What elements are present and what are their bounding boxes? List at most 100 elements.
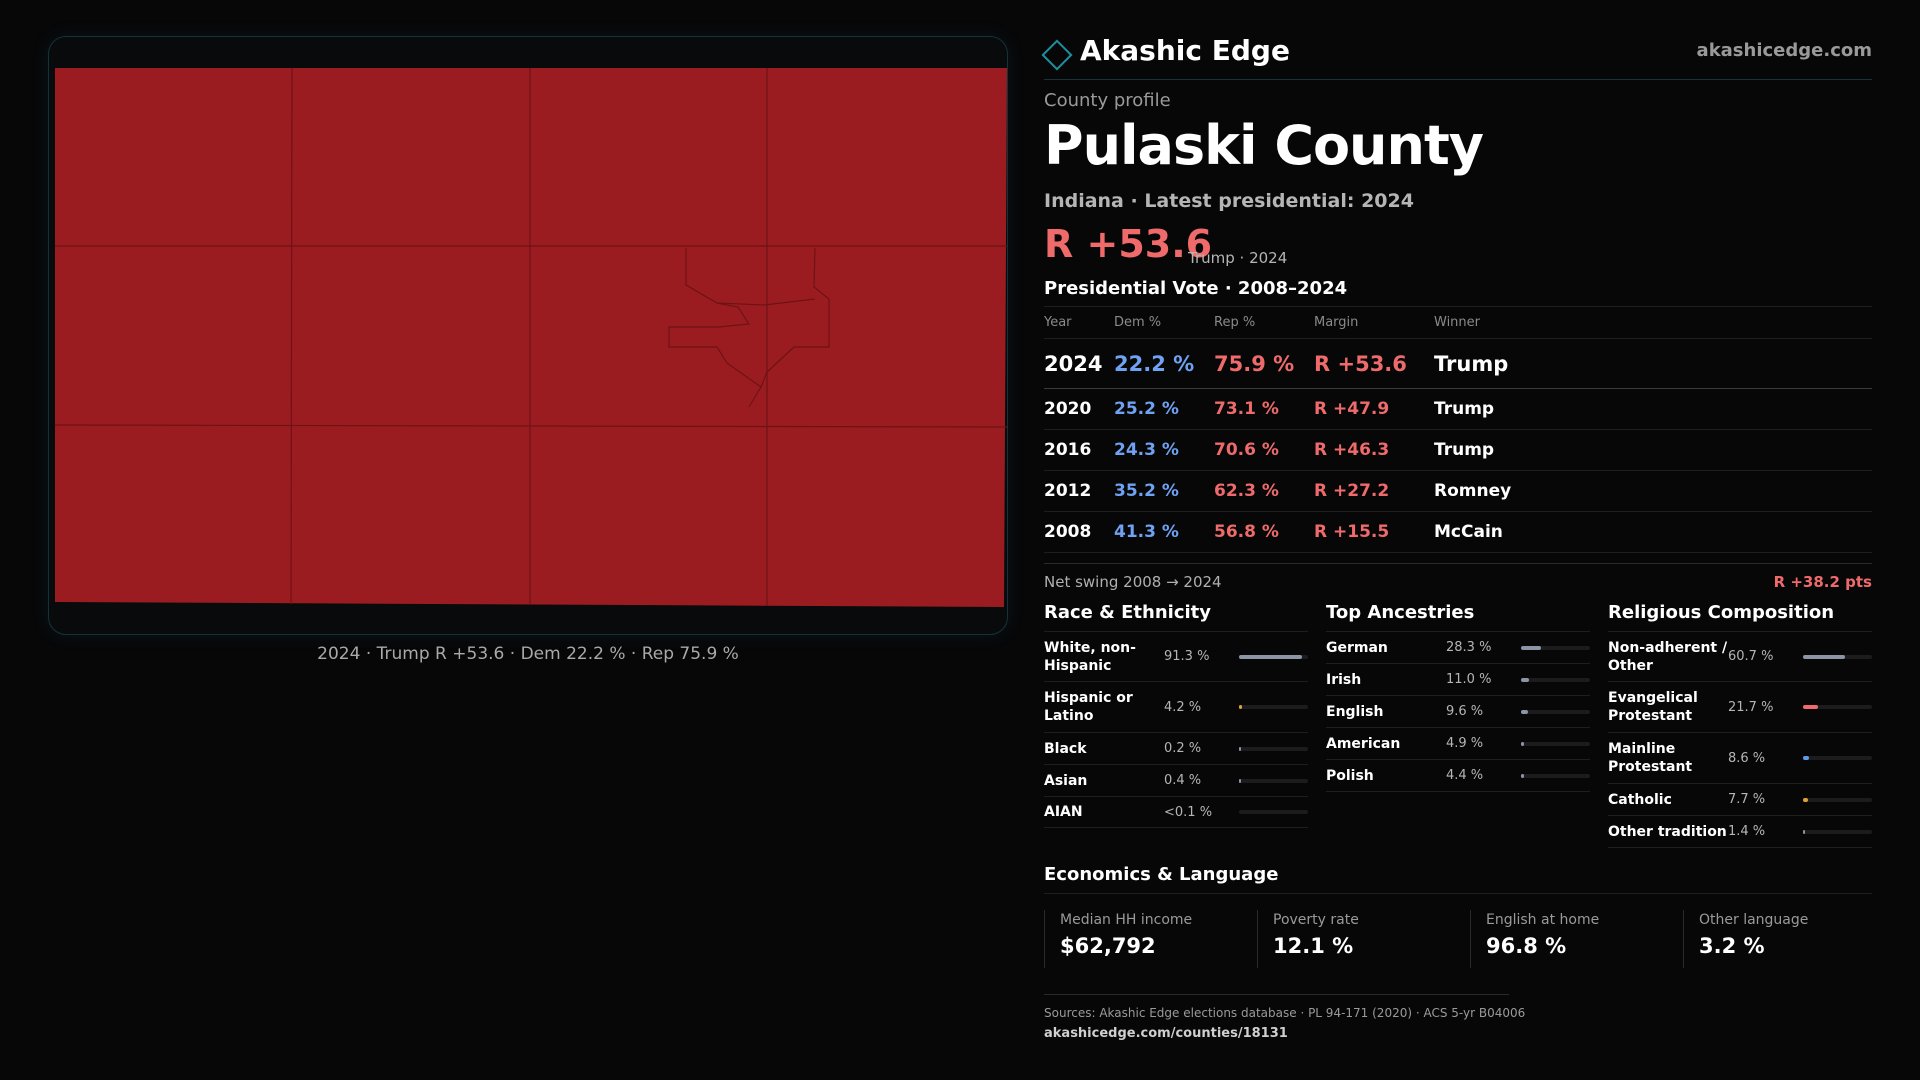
stat-value: 11.0 % [1446,672,1492,687]
stat-bar [1239,778,1308,783]
stat-label: German [1326,639,1388,656]
stat-row: American 4.9 % [1326,728,1590,760]
stat-value: 4.4 % [1446,768,1484,783]
year-cell: 2020 [1044,388,1114,430]
stat-row: Catholic 7.7 % [1608,784,1872,816]
footer-url[interactable]: akashicedge.com/counties/18131 [1044,1026,1288,1041]
econ-value: 3.2 % [1699,934,1765,958]
winner-cell: Trump [1434,388,1872,430]
stat-bar [1521,677,1590,682]
header-year: Year [1044,306,1114,339]
stat-label: Catholic [1608,791,1672,808]
stat-bar-fill [1521,677,1529,682]
stat-value: 9.6 % [1446,704,1484,719]
stat-bar [1803,797,1872,802]
race-ethnicity-section: Race & Ethnicity White, non-Hispanic 91.… [1044,600,1308,828]
margin-cell: R +46.3 [1314,429,1434,471]
econ-label: English at home [1486,912,1600,928]
winner-cell: Romney [1434,470,1872,512]
headline-note: Trump · 2024 [1188,249,1288,267]
header-winner: Winner [1434,306,1872,339]
stat-bar [1239,746,1308,751]
stat-row: Asian 0.4 % [1044,765,1308,797]
rep-cell: 56.8 % [1214,511,1314,553]
header-margin: Margin [1314,306,1434,339]
stat-label: Other tradition [1608,823,1727,840]
diamond-logo-icon [1041,39,1073,71]
stat-value: 28.3 % [1446,640,1492,655]
county-profile-panel: Akashic Edge akashicedge.com County prof… [1041,0,1873,1080]
stat-bar [1803,654,1872,659]
footer-sources: Sources: Akashic Edge elections database… [1044,1006,1526,1020]
stat-row: Non-adherent / Other 60.7 % [1608,632,1872,682]
stat-bar-fill [1239,746,1241,751]
race-section-title: Race & Ethnicity [1044,600,1308,632]
map-caption: 2024 · Trump R +53.6 · Dem 22.2 % · Rep … [317,644,739,664]
stat-value: 1.4 % [1728,824,1766,839]
county-map[interactable] [48,36,1008,635]
stat-value: 4.2 % [1164,699,1202,715]
margin-cell: R +47.9 [1314,388,1434,430]
stat-value: 21.7 % [1728,699,1774,715]
brand-url[interactable]: akashicedge.com [1696,40,1872,61]
economics-section-title: Economics & Language [1044,864,1279,885]
stat-bar-fill [1239,654,1302,659]
stat-bar [1239,705,1308,709]
econ-value: $62,792 [1060,934,1156,958]
page-title: Pulaski County [1044,114,1484,177]
vote-table-title: Presidential Vote · 2008–2024 [1044,278,1348,299]
stat-row: AIAN <0.1 % [1044,797,1308,828]
stat-row: Irish 11.0 % [1326,664,1590,696]
winner-cell: Trump [1434,338,1872,389]
stat-bar [1239,810,1308,814]
margin-cell: R +15.5 [1314,511,1434,553]
econ-label: Poverty rate [1273,912,1359,928]
ancestries-section: Top Ancestries German 28.3 % Irish 11.0 … [1326,600,1590,792]
table-row: 2008 41.3 % 56.8 % R +15.5 McCain [1044,511,1872,553]
stat-bar-fill [1803,705,1818,709]
table-row: 2024 22.2 % 75.9 % R +53.6 Trump [1044,338,1872,389]
religion-section-title: Religious Composition [1608,600,1872,632]
stat-row: Evangelical Protestant 21.7 % [1608,682,1872,733]
header-dem: Dem % [1114,306,1214,339]
rep-cell: 73.1 % [1214,388,1314,430]
year-cell: 2016 [1044,429,1114,471]
econ-card-poverty: Poverty rate 12.1 % [1257,910,1447,968]
stat-row: White, non-Hispanic 91.3 % [1044,632,1308,682]
divider [1044,994,1509,995]
brand-name[interactable]: Akashic Edge [1080,34,1290,67]
stat-bar-fill [1803,654,1845,659]
divider [1044,893,1872,894]
table-row: 2016 24.3 % 70.6 % R +46.3 Trump [1044,429,1872,471]
county-shape [55,68,1007,607]
table-header-row: Year Dem % Rep % Margin Winner [1044,306,1872,339]
dem-cell: 24.3 % [1114,429,1214,471]
dem-cell: 25.2 % [1114,388,1214,430]
margin-cell: R +53.6 [1314,338,1434,389]
stat-row: Black 0.2 % [1044,733,1308,765]
stat-value: 4.9 % [1446,736,1484,751]
dem-cell: 22.2 % [1114,338,1214,389]
stat-bar-fill [1803,756,1809,760]
stat-label: Asian [1044,772,1088,789]
stat-bar-fill [1803,797,1809,802]
stat-row: Other tradition 1.4 % [1608,816,1872,848]
stat-label: Non-adherent / Other [1608,639,1728,674]
year-cell: 2008 [1044,511,1114,553]
stat-row: English 9.6 % [1326,696,1590,728]
stat-label: Irish [1326,671,1362,688]
stat-value: <0.1 % [1164,804,1213,820]
stat-row: Hispanic or Latino 4.2 % [1044,682,1308,733]
stat-bar [1521,773,1590,778]
stat-bar-fill [1803,829,1805,834]
stat-label: Polish [1326,767,1374,784]
stat-bar [1521,741,1590,746]
stat-value: 8.6 % [1728,750,1766,766]
stat-row: Polish 4.4 % [1326,760,1590,792]
headline-margin: R +53.6 [1044,222,1213,266]
vote-table: Year Dem % Rep % Margin Winner 2024 22.2… [1044,306,1872,553]
econ-card-other-language: Other language 3.2 % [1683,910,1873,968]
stat-value: 0.2 % [1164,741,1202,756]
econ-card-english: English at home 96.8 % [1470,910,1660,968]
econ-value: 96.8 % [1486,934,1567,958]
